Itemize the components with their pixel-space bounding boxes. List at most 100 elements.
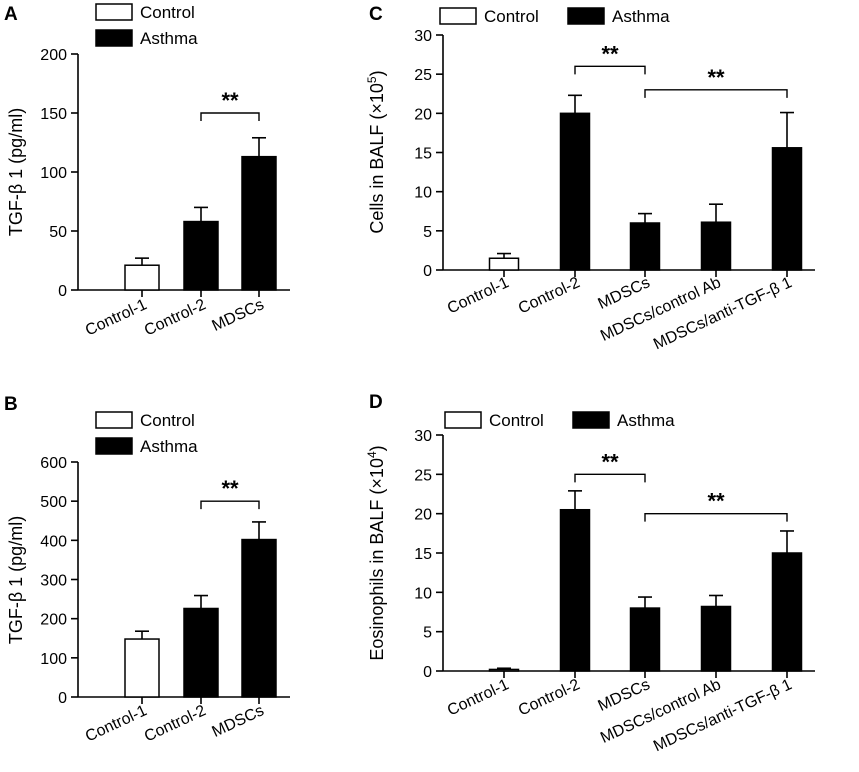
y-tick-label: 20 [414,507,432,524]
significance-bracket [574,473,646,483]
x-tick-label: Control-1 [445,676,512,719]
x-tick-label: Control-2 [142,296,209,339]
y-axis-label: TGF-β 1 (pg/ml) [6,516,26,644]
y-tick-label: 10 [414,585,432,602]
legend-label-control: Control [140,3,195,22]
y-tick-label: 0 [58,690,67,707]
significance-bracket [200,112,260,121]
legend-swatch-control [95,411,133,429]
legend-label-asthma: Asthma [612,7,670,26]
y-tick-label: 500 [40,494,67,511]
bar-control-1 [488,257,520,271]
y-axis-label: TGF-β 1 (pg/ml) [6,108,26,236]
x-tick-label: Control-2 [516,274,583,317]
legend-label-asthma: Asthma [140,29,198,48]
y-tick-label: 20 [414,106,432,123]
x-tick-label: MDSCs [210,296,267,335]
x-tick-label: MDSCs/anti-TGF-β 1 [651,676,795,755]
significance-label: ** [221,88,239,113]
x-tick-label: Control-1 [445,274,512,317]
significance-label: ** [707,65,725,90]
y-tick-label: 0 [423,664,432,681]
significance-bracket [644,89,788,98]
y-tick-label: 0 [58,283,67,300]
y-tick-label: 50 [49,224,67,241]
legend-label-asthma: Asthma [140,437,198,456]
bar-mdscs [241,538,277,698]
legend-label-control: Control [484,7,539,26]
legend-label-control: Control [489,411,544,430]
legend-swatch-control [439,7,477,25]
bar-mdscs [629,607,661,672]
bar-control-1 [488,668,520,672]
significance-label: ** [707,489,725,514]
panel-a: A Control Asthma 0 50 100 150 200 TGF-β 1 (pg/ml… [4,3,290,339]
y-tick-label: 25 [414,67,432,84]
panel-d: D Control Asthma 0 5 10 15 20 25 30 Eosinophils in… [365,392,815,755]
y-tick-label: 15 [414,146,432,163]
x-tick-label: Control-1 [83,296,150,339]
x-tick-label: MDSCs/anti-TGF-β 1 [651,274,795,353]
y-tick-label: 5 [423,224,432,241]
x-tick-label: Control-2 [142,702,209,745]
legend-label-control: Control [140,411,195,430]
y-tick-label: 200 [40,47,67,64]
bar-mdscs-control-ab [700,221,732,271]
y-tick-label: 100 [40,651,67,668]
y-tick-label: 25 [414,467,432,484]
y-axis-label: Eosinophils in BALF (×104) [365,445,387,660]
y-tick-label: 400 [40,533,67,550]
bar-control-2 [183,220,219,291]
bar-control-2 [183,607,219,698]
panel-letter: C [369,4,383,25]
significance-bracket [200,500,260,510]
bar-mdscs [629,222,661,271]
bar-mdscs-anti-tgf-1 [771,552,803,672]
bar-control-1 [124,264,160,291]
y-tick-label: 5 [423,625,432,642]
y-tick-label: 150 [40,106,67,123]
y-tick-label: 200 [40,612,67,629]
significance-bracket [644,512,788,522]
significance-label: ** [601,41,619,66]
significance-bracket [574,65,646,75]
significance-label: ** [601,449,619,474]
legend: Control Asthma [95,3,198,48]
y-tick-label: 300 [40,573,67,590]
legend: Control Asthma [444,411,675,430]
legend-swatch-asthma [572,411,610,429]
panel-letter: B [4,394,18,415]
legend: Control Asthma [95,411,198,456]
bar-control-1 [124,638,160,698]
y-axis: 0 100 200 300 400 500 600 [40,455,290,707]
panel-letter: A [4,4,18,25]
y-tick-label: 30 [414,428,432,445]
bar-mdscs [241,155,277,291]
y-axis: 0 5 10 15 20 25 30 [414,28,815,280]
bar-control-2 [559,112,591,271]
y-tick-label: 30 [414,28,432,45]
panel-c: C Control Asthma 0 5 10 15 20 25 30 Cells in BALF … [365,4,815,353]
y-tick-label: 0 [423,263,432,280]
significance-label: ** [221,476,239,501]
legend: Control Asthma [439,7,670,26]
bar-control-2 [559,508,591,672]
bar-mdscs-anti-tgf-1 [771,147,803,271]
y-axis-label: Cells in BALF (×105) [365,70,387,233]
x-tick-label: Control-2 [516,676,583,719]
legend-swatch-asthma [95,437,133,455]
bar-mdscs-control-ab [700,605,732,672]
x-tick-label: MDSCs [210,702,267,741]
panel-letter: D [369,392,383,413]
y-tick-label: 100 [40,165,67,182]
y-tick-label: 600 [40,455,67,472]
panel-b: B Control Asthma 0 100 200 300 400 500 600 TGF-β 1… [4,394,290,745]
y-tick-label: 15 [414,546,432,563]
x-tick-label: Control-1 [83,702,150,745]
legend-swatch-control [444,411,482,429]
legend-swatch-asthma [567,7,605,25]
legend-swatch-asthma [95,29,133,47]
y-tick-label: 10 [414,185,432,202]
legend-swatch-control [95,3,133,21]
